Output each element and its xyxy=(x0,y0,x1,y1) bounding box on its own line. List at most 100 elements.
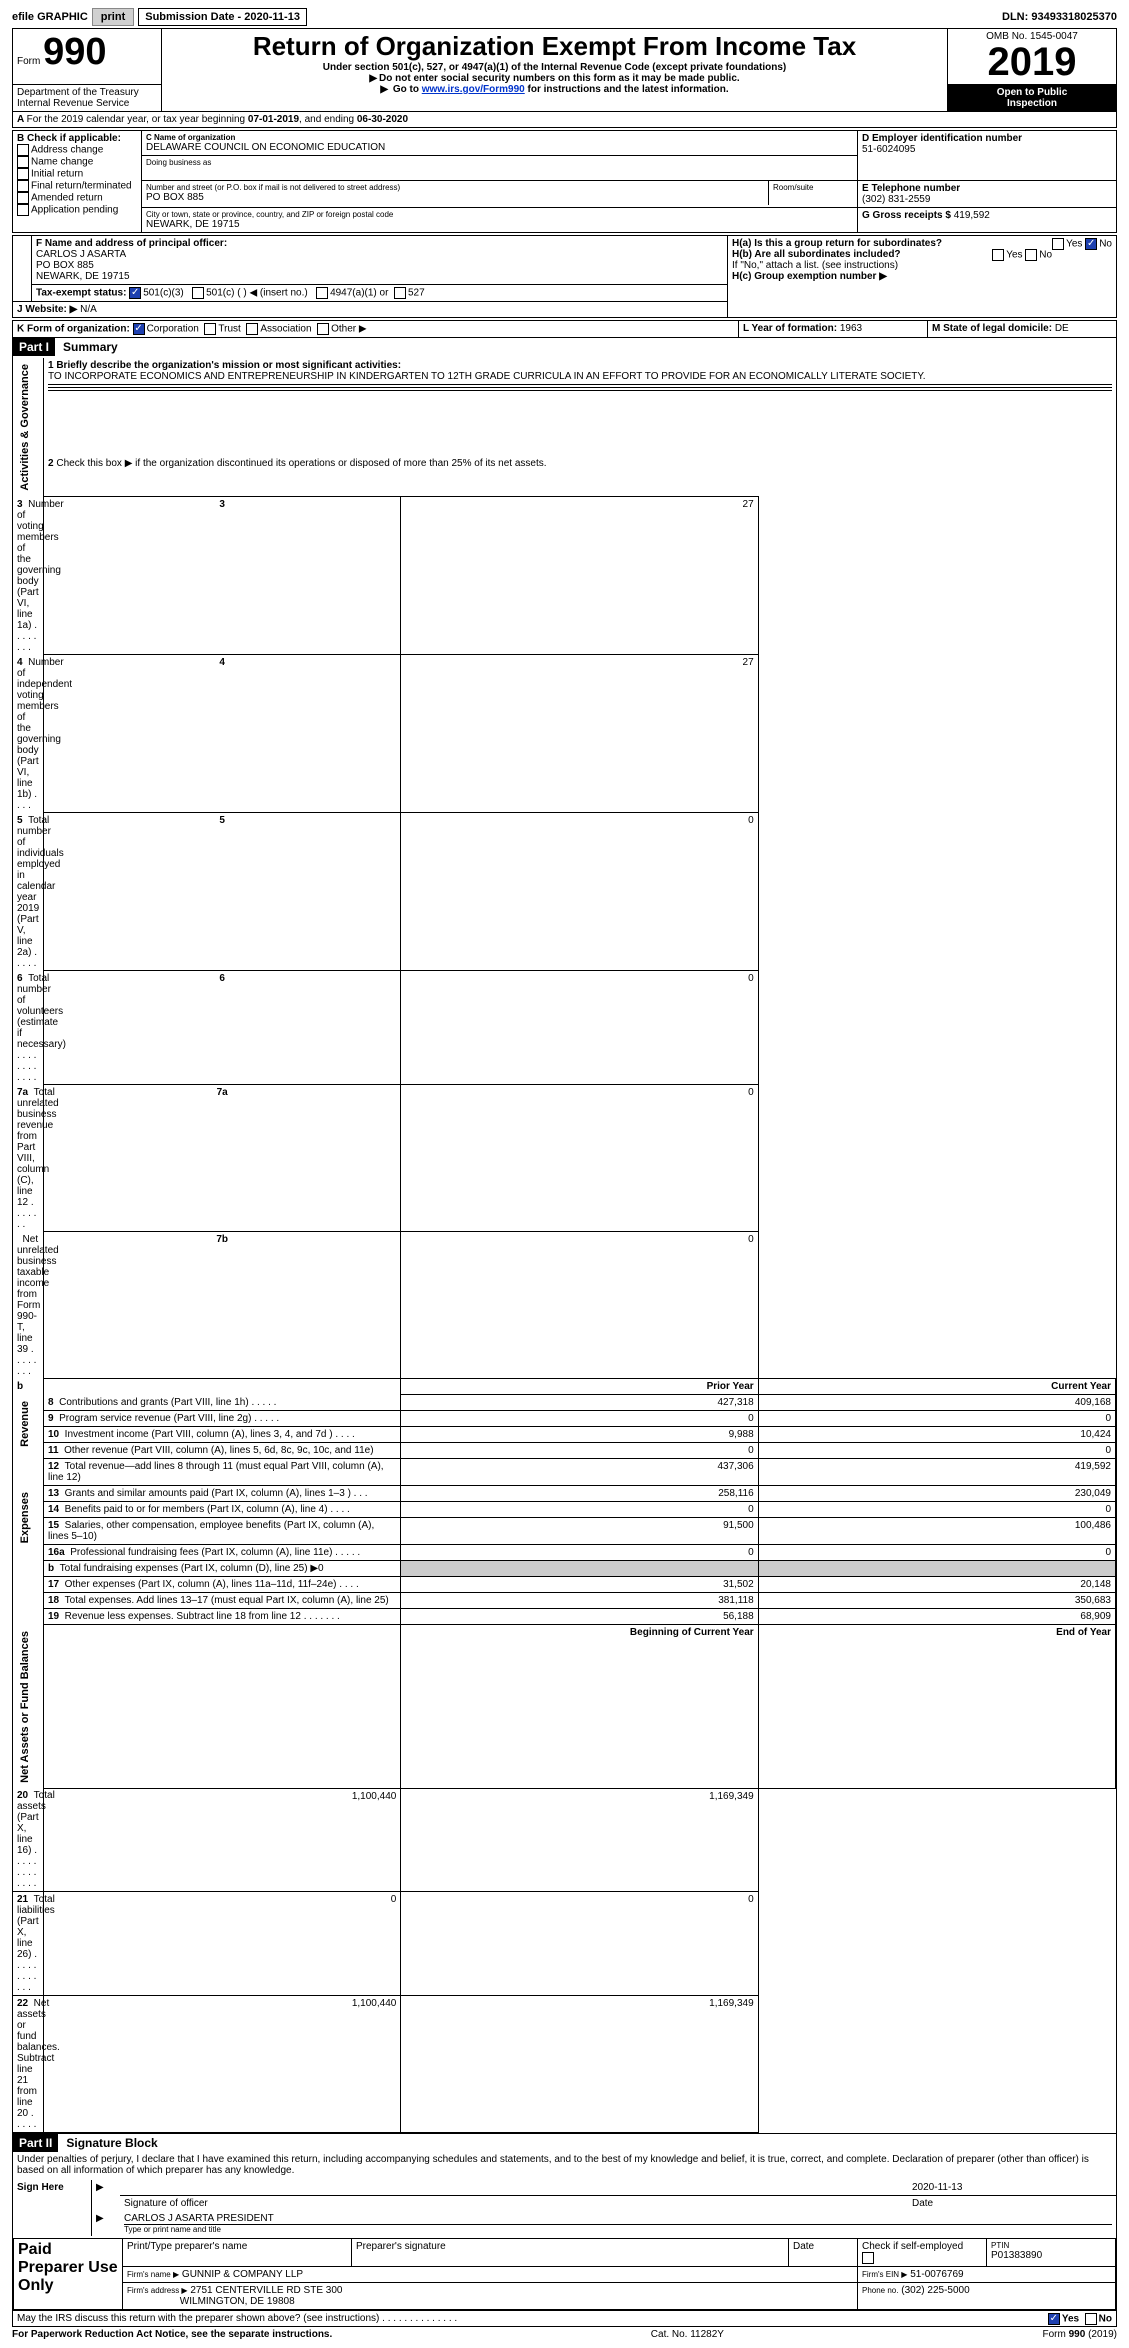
form-title: Return of Organization Exempt From Incom… xyxy=(166,31,943,62)
discuss-yes-checkbox[interactable] xyxy=(1048,2313,1060,2325)
officer-name: CARLOS J ASARTA xyxy=(36,249,723,260)
table-row: 3 Number of voting members of the govern… xyxy=(13,497,1116,655)
ein-value: 51-6024095 xyxy=(862,144,1112,155)
application-pending-checkbox[interactable] xyxy=(17,204,29,216)
firm-name-value: GUNNIP & COMPANY LLP xyxy=(182,2269,303,2280)
submission-date-box: Submission Date - 2020-11-13 xyxy=(138,8,307,26)
part2-header: Part II xyxy=(13,2134,58,2152)
dln: DLN: 93493318025370 xyxy=(1002,11,1117,23)
501c-checkbox[interactable] xyxy=(192,287,204,299)
print-button[interactable]: print xyxy=(92,8,134,26)
table-row: 21 Total liabilities (Part X, line 26) .… xyxy=(13,1892,1116,1996)
table-row: 11 Other revenue (Part VIII, column (A),… xyxy=(13,1443,1116,1459)
street-value: PO BOX 885 xyxy=(146,192,764,203)
note-goto: Go to www.irs.gov/Form990 for instructio… xyxy=(166,84,943,95)
501c3-checkbox[interactable] xyxy=(129,287,141,299)
prep-sig-label: Preparer's signature xyxy=(352,2239,789,2267)
assoc-checkbox[interactable] xyxy=(246,323,258,335)
officer-street: PO BOX 885 xyxy=(36,260,723,271)
trust-checkbox[interactable] xyxy=(204,323,216,335)
hb-yes-checkbox[interactable] xyxy=(992,249,1004,261)
form-number: 990 xyxy=(43,31,106,73)
table-row: 15 Salaries, other compensation, employe… xyxy=(13,1518,1116,1545)
name-change-checkbox[interactable] xyxy=(17,156,29,168)
dept-treasury: Department of the Treasury xyxy=(17,87,157,98)
prior-year-header: Prior Year xyxy=(401,1379,758,1395)
table-row: 16a Professional fundraising fees (Part … xyxy=(13,1545,1116,1561)
form-org-label: K Form of organization: xyxy=(17,324,130,335)
submission-date-value: 2020-11-13 xyxy=(244,11,300,23)
hb-note: If "No," attach a list. (see instruction… xyxy=(732,260,1112,271)
part1-label: Summary xyxy=(55,340,118,354)
sign-here-label: Sign Here xyxy=(13,2180,92,2211)
sig-officer-label: Signature of officer xyxy=(120,2196,908,2212)
discuss-no-checkbox[interactable] xyxy=(1085,2313,1097,2325)
table-row: b Total fundraising expenses (Part IX, c… xyxy=(13,1561,1116,1577)
firm-ein-value: 51-0076769 xyxy=(910,2269,963,2280)
part1-header: Part I xyxy=(13,338,55,356)
table-row: 7a Total unrelated business revenue from… xyxy=(13,1085,1116,1232)
address-change-checkbox[interactable] xyxy=(17,144,29,156)
table-row: Revenue8 Contributions and grants (Part … xyxy=(13,1395,1116,1411)
self-employed-checkbox[interactable] xyxy=(862,2252,874,2264)
table-row: 6 Total number of volunteers (estimate i… xyxy=(13,971,1116,1085)
side-label-net: Net Assets or Fund Balances xyxy=(17,1627,33,1787)
k-l-m-block: K Form of organization: Corporation Trus… xyxy=(12,320,1117,338)
submission-date-label: Submission Date xyxy=(145,11,234,23)
form-subtitle: Under section 501(c), 527, or 4947(a)(1)… xyxy=(166,62,943,73)
table-row: 5 Total number of individuals employed i… xyxy=(13,813,1116,971)
final-return-checkbox[interactable] xyxy=(17,180,29,192)
tax-exempt-label: Tax-exempt status: xyxy=(36,288,126,299)
part2: Part IISignature Block Under penalties o… xyxy=(12,2134,1117,2327)
part2-label: Signature Block xyxy=(58,2136,157,2150)
table-row: 17 Other expenses (Part IX, column (A), … xyxy=(13,1577,1116,1593)
note-no-ssn: Do not enter social security numbers on … xyxy=(166,73,943,84)
firm-phone-label: Phone no. xyxy=(862,2286,898,2295)
table-row: 22 Net assets or fund balances. Subtract… xyxy=(13,1996,1116,2133)
ptin-label: PTIN xyxy=(991,2241,1111,2250)
hb-no-checkbox[interactable] xyxy=(1025,249,1037,261)
table-row: 19 Revenue less expenses. Subtract line … xyxy=(13,1609,1116,1625)
top-bar: efile GRAPHIC print Submission Date - 20… xyxy=(12,8,1117,26)
website-label: J Website: ▶ xyxy=(17,304,77,315)
pra-notice: For Paperwork Reduction Act Notice, see … xyxy=(12,2329,332,2340)
officer-status-block: F Name and address of principal officer:… xyxy=(12,235,1117,318)
gross-receipts-label: G Gross receipts $ xyxy=(862,210,951,221)
year-formation-label: L Year of formation: xyxy=(743,323,837,334)
other-checkbox[interactable] xyxy=(317,323,329,335)
initial-return-checkbox[interactable] xyxy=(17,168,29,180)
efile-label: efile GRAPHIC xyxy=(12,11,88,23)
table-row: 20 Total assets (Part X, line 16) . . . … xyxy=(13,1788,1116,1892)
prep-date-label: Date xyxy=(789,2239,858,2267)
irs-link[interactable]: www.irs.gov/Form990 xyxy=(422,84,525,95)
declaration: Under penalties of perjury, I declare th… xyxy=(13,2152,1116,2178)
form-header: Form 990 Return of Organization Exempt F… xyxy=(12,28,1117,112)
eoy-header: End of Year xyxy=(758,1625,1115,1789)
table-row: 4 Number of independent voting members o… xyxy=(13,655,1116,813)
website-value: N/A xyxy=(80,304,97,315)
amended-return-checkbox[interactable] xyxy=(17,192,29,204)
q1-label: 1 Briefly describe the organization's mi… xyxy=(48,360,1112,371)
dba-label: Doing business as xyxy=(146,158,853,167)
city-label: City or town, state or province, country… xyxy=(146,210,853,219)
ha-yes-checkbox[interactable] xyxy=(1052,238,1064,250)
period-line: A For the 2019 calendar year, or tax yea… xyxy=(12,112,1117,128)
firm-addr-1: 2751 CENTERVILLE RD STE 300 xyxy=(190,2285,342,2296)
org-name: DELAWARE COUNCIL ON ECONOMIC EDUCATION xyxy=(146,142,853,153)
q1-text: TO INCORPORATE ECONOMICS AND ENTREPRENEU… xyxy=(48,371,1112,382)
discuss-row: May the IRS discuss this return with the… xyxy=(13,2310,1116,2326)
firm-ein-label: Firm's EIN ▶ xyxy=(862,2270,907,2279)
self-employed-label: Check if self-employed xyxy=(858,2239,987,2267)
table-row: Net unrelated business taxable income fr… xyxy=(13,1232,1116,1379)
corp-checkbox[interactable] xyxy=(133,323,145,335)
4947-checkbox[interactable] xyxy=(316,287,328,299)
officer-name-title: CARLOS J ASARTA PRESIDENT xyxy=(124,2213,1112,2225)
table-row: 14 Benefits paid to or for members (Part… xyxy=(13,1502,1116,1518)
ha-no-checkbox[interactable] xyxy=(1085,238,1097,250)
room-label: Room/suite xyxy=(773,183,853,192)
ptin-value: P01383890 xyxy=(991,2250,1111,2261)
domicile-value: DE xyxy=(1055,323,1069,334)
phone-label: E Telephone number xyxy=(862,183,1112,194)
officer-city: NEWARK, DE 19715 xyxy=(36,271,723,282)
527-checkbox[interactable] xyxy=(394,287,406,299)
